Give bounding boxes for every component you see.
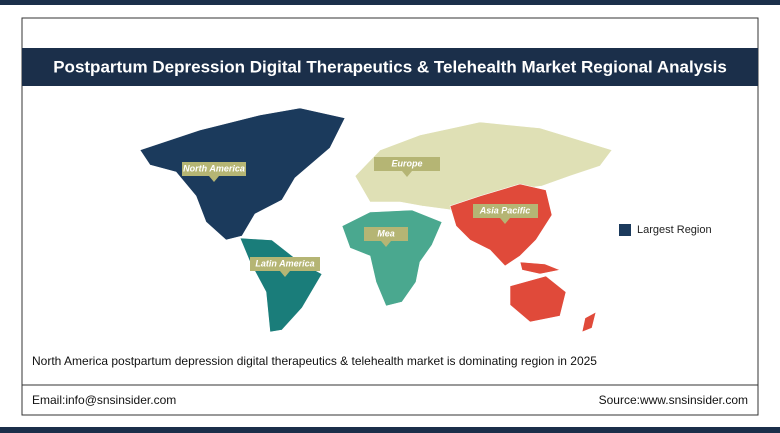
region-label: Latin America <box>255 258 314 268</box>
islands <box>519 261 562 275</box>
callout-box <box>473 204 538 224</box>
mea <box>341 209 443 307</box>
bottom-bar <box>0 427 780 433</box>
callout-box <box>374 157 440 177</box>
top-bar <box>0 0 780 5</box>
legend-swatch <box>619 224 631 236</box>
summary: North America postpartum depression digi… <box>32 354 597 368</box>
legend-label: Largest Region <box>637 224 712 236</box>
callout-box <box>250 257 320 277</box>
world-map <box>139 107 613 333</box>
callouts: North America Europe Asia Pacific Mea La… <box>182 157 538 277</box>
europe <box>354 121 613 211</box>
title-bar <box>22 48 758 86</box>
region-label: Europe <box>391 158 422 168</box>
callout-box <box>364 227 408 247</box>
callout-box <box>182 162 246 182</box>
australia <box>509 275 567 323</box>
latin-america <box>239 237 323 333</box>
email: Email:info@snsinsider.com <box>32 393 176 407</box>
region-label: Asia Pacific <box>479 205 531 215</box>
new-zealand <box>581 311 597 333</box>
frame <box>21 17 759 416</box>
region-label: North America <box>183 163 245 173</box>
region-label: Mea <box>377 228 395 238</box>
title: Postpartum Depression Digital Therapeuti… <box>53 57 727 76</box>
source: Source:www.snsinsider.com <box>599 393 748 407</box>
